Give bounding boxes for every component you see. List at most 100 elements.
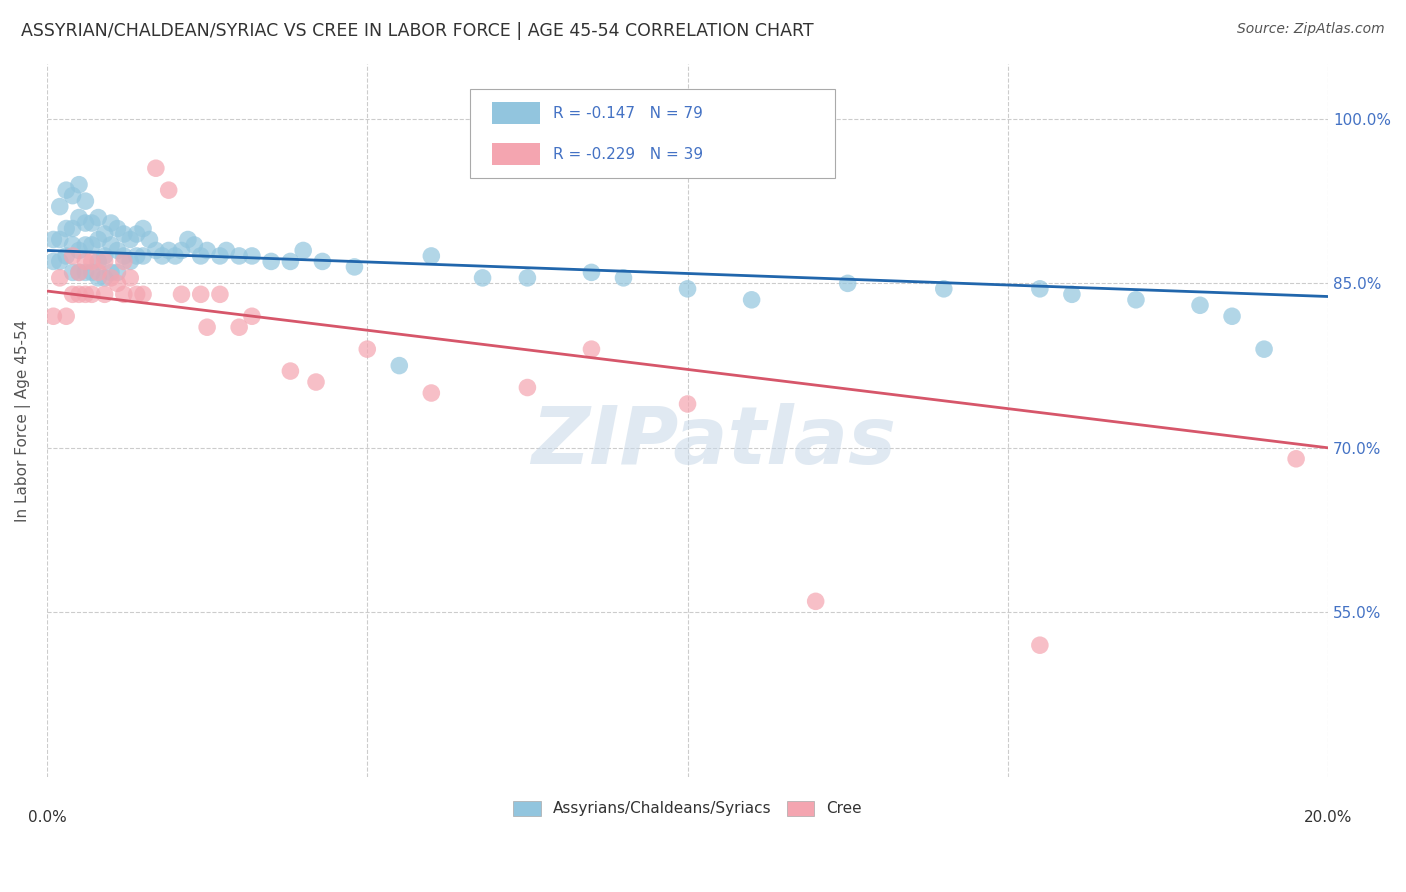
Point <box>1125 293 1147 307</box>
Point <box>93 254 115 268</box>
Point <box>1029 638 1052 652</box>
Point <box>932 282 955 296</box>
Point <box>87 265 110 279</box>
Point <box>138 232 160 246</box>
Point <box>49 254 72 268</box>
Point <box>145 161 167 176</box>
Point <box>280 364 302 378</box>
Point <box>49 232 72 246</box>
Point <box>80 238 103 252</box>
Point <box>1060 287 1083 301</box>
Point <box>516 380 538 394</box>
Point <box>1220 310 1243 324</box>
FancyBboxPatch shape <box>492 102 540 124</box>
Point <box>100 216 122 230</box>
FancyBboxPatch shape <box>470 89 835 178</box>
Point <box>67 211 90 225</box>
Point <box>100 271 122 285</box>
Point <box>190 287 212 301</box>
Point <box>120 271 142 285</box>
Point <box>1029 282 1052 296</box>
Point <box>62 265 84 279</box>
Point <box>120 232 142 246</box>
Point <box>240 249 263 263</box>
Point <box>676 397 699 411</box>
Point <box>132 249 155 263</box>
Point <box>87 211 110 225</box>
Point <box>228 249 250 263</box>
FancyBboxPatch shape <box>492 143 540 165</box>
Point <box>215 244 238 258</box>
Point <box>67 265 90 279</box>
Point <box>837 277 859 291</box>
Point <box>107 244 129 258</box>
Point <box>62 249 84 263</box>
Point <box>112 249 135 263</box>
Point <box>80 254 103 268</box>
Y-axis label: In Labor Force | Age 45-54: In Labor Force | Age 45-54 <box>15 319 31 522</box>
Text: R = -0.147   N = 79: R = -0.147 N = 79 <box>553 105 703 120</box>
Point <box>132 221 155 235</box>
Point <box>49 271 72 285</box>
Point <box>170 287 193 301</box>
Point <box>388 359 411 373</box>
Point <box>75 216 97 230</box>
Text: R = -0.229   N = 39: R = -0.229 N = 39 <box>553 146 703 161</box>
Point <box>42 232 65 246</box>
Point <box>120 254 142 268</box>
Point <box>42 310 65 324</box>
Point <box>80 287 103 301</box>
Point <box>208 287 231 301</box>
Point <box>260 254 283 268</box>
Point <box>581 342 603 356</box>
Point <box>100 238 122 252</box>
Point <box>195 244 218 258</box>
Point <box>93 227 115 241</box>
Point <box>62 238 84 252</box>
Point <box>75 238 97 252</box>
Point <box>100 265 122 279</box>
Point <box>581 265 603 279</box>
Point <box>75 287 97 301</box>
Point <box>343 260 366 274</box>
Point <box>145 244 167 258</box>
Point <box>228 320 250 334</box>
Point <box>112 227 135 241</box>
Point <box>741 293 763 307</box>
Point <box>311 254 333 268</box>
Point <box>804 594 827 608</box>
Legend: Assyrians/Chaldeans/Syriacs, Cree: Assyrians/Chaldeans/Syriacs, Cree <box>508 795 868 822</box>
Point <box>208 249 231 263</box>
Point <box>67 287 90 301</box>
Text: ZIPatlas: ZIPatlas <box>530 403 896 481</box>
Point <box>150 249 173 263</box>
Point <box>80 216 103 230</box>
Point <box>177 232 200 246</box>
Point <box>125 249 148 263</box>
Point <box>183 238 205 252</box>
Point <box>112 254 135 268</box>
Point <box>55 310 77 324</box>
Point <box>93 249 115 263</box>
Point <box>80 265 103 279</box>
Point <box>190 249 212 263</box>
Point <box>87 254 110 268</box>
Point <box>107 265 129 279</box>
Point <box>62 287 84 301</box>
Point <box>107 277 129 291</box>
Point <box>112 287 135 301</box>
Point <box>107 221 129 235</box>
Point <box>165 249 187 263</box>
Point <box>292 244 315 258</box>
Text: Source: ZipAtlas.com: Source: ZipAtlas.com <box>1237 22 1385 37</box>
Point <box>240 310 263 324</box>
Point <box>87 271 110 285</box>
Point <box>49 200 72 214</box>
Point <box>42 254 65 268</box>
Point <box>62 188 84 202</box>
Point <box>1285 451 1308 466</box>
Point <box>280 254 302 268</box>
Point <box>75 254 97 268</box>
Point <box>1189 298 1212 312</box>
Point <box>55 221 77 235</box>
